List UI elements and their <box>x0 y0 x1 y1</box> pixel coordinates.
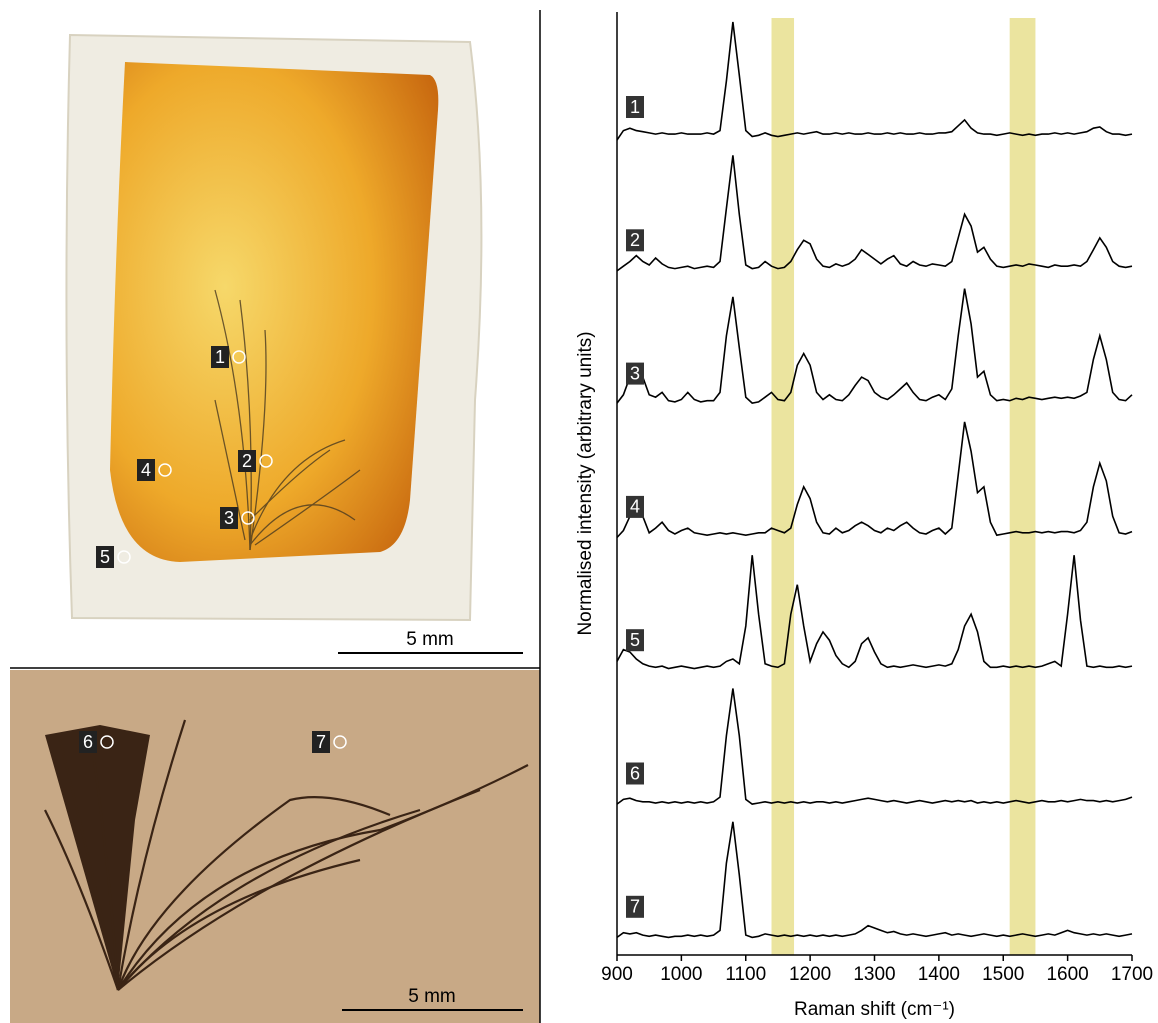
marker-label: 5 <box>100 547 110 567</box>
y-axis-label: Normalised intensity (arbitrary units) <box>575 331 596 635</box>
marker-box <box>79 731 97 753</box>
marker-spot <box>100 735 114 749</box>
label-box <box>626 629 644 652</box>
marker: 1 <box>211 346 246 368</box>
spectrum <box>616 288 1133 404</box>
marker: 4 <box>137 459 172 481</box>
spectrum <box>616 821 1133 939</box>
marker-spot <box>241 511 255 525</box>
marker-spot <box>333 735 347 749</box>
scale-label: 5 mm <box>406 629 454 650</box>
marker-box <box>238 450 256 472</box>
x-tick-label: 1100 <box>725 964 766 985</box>
spectrum <box>616 421 1133 539</box>
marker: 7 <box>312 731 347 753</box>
marker-box <box>220 507 238 529</box>
marker: 2 <box>238 450 273 472</box>
marker-label: 2 <box>242 451 252 471</box>
scale-label: 5 mm <box>408 986 456 1007</box>
marker-box <box>211 346 229 368</box>
series-name: 3 <box>630 363 640 383</box>
marker-box <box>312 731 330 753</box>
spectrum <box>616 21 1133 141</box>
label-box <box>626 229 644 252</box>
spectrum-label: 3 <box>626 362 644 385</box>
spectrum-label: 5 <box>626 629 644 652</box>
marker-spot <box>259 454 273 468</box>
x-tick-label: 1000 <box>660 964 702 985</box>
spectrum-label: 7 <box>626 895 644 918</box>
marker: 5 <box>96 546 131 568</box>
x-axis-label: Raman shift (cm⁻¹) <box>794 999 955 1020</box>
series-name: 1 <box>630 97 640 117</box>
marker-label: 4 <box>141 460 151 480</box>
x-tick-label: 1200 <box>789 964 831 985</box>
spectrum <box>616 688 1133 805</box>
x-tick-label: 900 <box>601 964 633 985</box>
marker-spot <box>117 550 131 564</box>
amber-photo <box>0 0 540 668</box>
highlight-band <box>771 18 795 955</box>
x-tick-label: 1500 <box>982 964 1024 985</box>
spectrum-label: 6 <box>626 762 644 785</box>
spectrum <box>616 155 1133 272</box>
marker-box <box>96 546 114 568</box>
series-name: 4 <box>630 497 640 517</box>
marker: 6 <box>79 731 114 753</box>
stone-photo <box>10 670 540 1023</box>
label-box <box>626 762 644 785</box>
spectrum <box>616 555 1133 670</box>
marker-label: 3 <box>224 508 234 528</box>
marker-spot <box>232 350 246 364</box>
label-box <box>626 895 644 918</box>
x-tick-label: 1600 <box>1046 964 1088 985</box>
spectrum-label: 4 <box>626 495 644 518</box>
x-tick-label: 1300 <box>853 964 895 985</box>
marker-spot <box>158 463 172 477</box>
marker-box <box>137 459 155 481</box>
label-box <box>626 96 644 118</box>
x-tick-label: 1400 <box>918 964 960 985</box>
label-box <box>626 495 644 518</box>
marker-label: 7 <box>316 732 326 752</box>
marker-label: 1 <box>215 347 225 367</box>
spectrum-label: 1 <box>626 96 644 118</box>
label-box <box>626 362 644 385</box>
spectrum-label: 2 <box>626 229 644 252</box>
highlight-band <box>1009 18 1036 955</box>
marker: 3 <box>220 507 255 529</box>
x-tick-label: 1700 <box>1111 964 1153 985</box>
series-name: 7 <box>630 897 640 917</box>
series-name: 2 <box>630 230 640 250</box>
series-name: 5 <box>630 630 640 650</box>
marker-label: 6 <box>83 732 93 752</box>
series-name: 6 <box>630 763 640 783</box>
